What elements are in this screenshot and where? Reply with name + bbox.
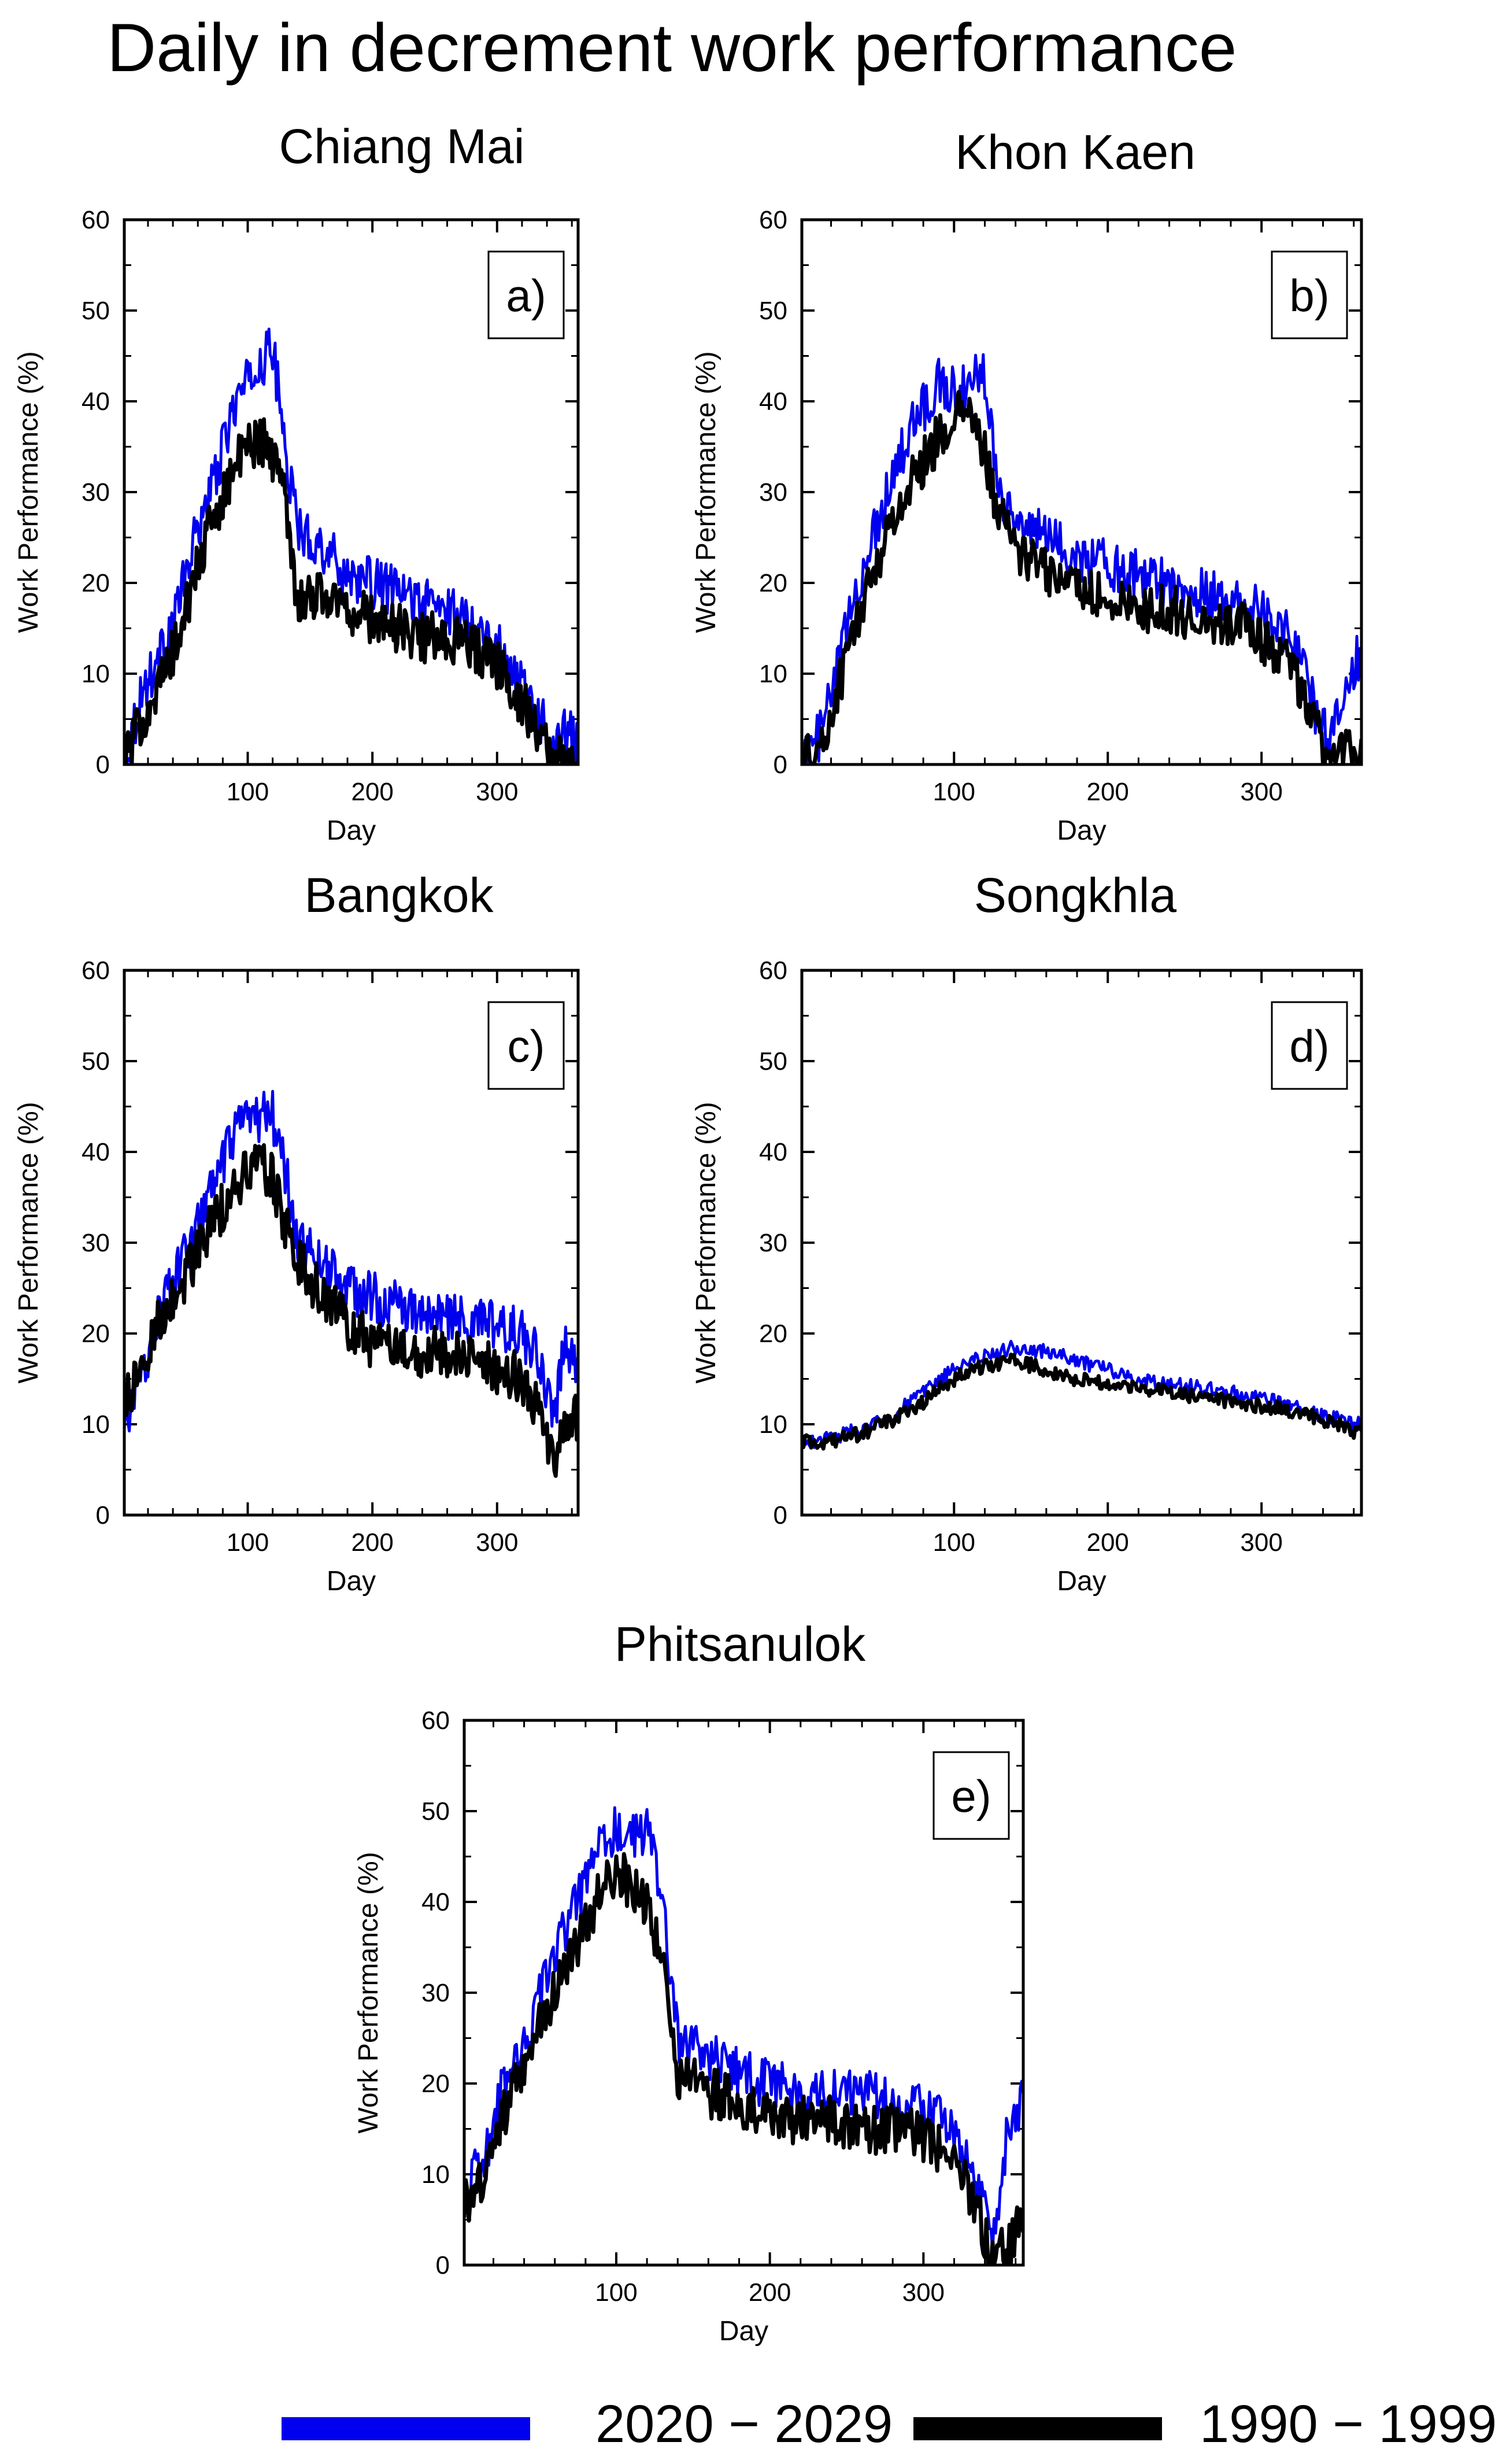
y-tick-label: 60 (82, 206, 110, 234)
x-tick-label: 200 (749, 2278, 791, 2307)
chart-panel-e: 0 10 20 30 40 50 60 100 200 300 Day Work Performanc… (353, 1706, 1025, 2347)
panel-title-phitsanulok: Phitsanulok (614, 1617, 866, 1671)
x-axis-label: Day (327, 815, 376, 846)
y-tick-label: 60 (759, 206, 787, 234)
series-line-2020-2029 (802, 353, 1361, 764)
y-tick-label: 10 (82, 660, 110, 688)
y-axis-label: Work Performance (%) (691, 351, 721, 633)
series-line-1990-1999 (802, 390, 1361, 764)
x-tick-label: 100 (933, 778, 975, 806)
chart-panel-a: 0 10 20 30 40 50 60 100 200 300 Day Work Performanc… (13, 206, 580, 846)
legend-label-2020-2029: 2020 − 2029 (595, 2395, 893, 2454)
series-line-1990-1999 (124, 417, 578, 764)
x-axis-label: Day (1057, 1566, 1106, 1597)
y-tick-label: 40 (82, 387, 110, 416)
x-tick-label: 300 (902, 2278, 945, 2307)
y-tick-label: 30 (82, 1229, 110, 1257)
y-tick-label: 0 (436, 2251, 450, 2280)
x-axis-label: Day (719, 2316, 768, 2347)
legend-label-1990-1999: 1990 − 1999 (1200, 2395, 1495, 2454)
legend-swatch-2020-2029 (282, 2417, 530, 2440)
y-tick-label: 30 (421, 1979, 450, 2007)
y-tick-label: 50 (82, 1047, 110, 1076)
x-tick-label: 100 (933, 1528, 975, 1557)
x-tick-label: 300 (476, 1528, 518, 1557)
series-line-1990-1999 (464, 1852, 1023, 2265)
y-tick-label: 10 (421, 2160, 450, 2189)
x-tick-label: 200 (1086, 778, 1128, 806)
x-tick-label: 200 (351, 778, 393, 806)
x-tick-label: 300 (1240, 1528, 1282, 1557)
plot-frame (800, 218, 1363, 766)
y-axis-label: Work Performance (%) (691, 1102, 721, 1383)
panel-label-box (487, 1001, 565, 1090)
y-tick-label: 0 (96, 751, 110, 779)
y-tick-label: 30 (759, 1229, 787, 1257)
y-tick-label: 0 (774, 1501, 787, 1530)
y-tick-label: 60 (421, 1706, 450, 1735)
chart-panel-b: 0 10 20 30 40 50 60 100 200 300 Day Work Performanc… (691, 206, 1363, 846)
y-tick-label: 60 (759, 956, 787, 985)
plot-frame (462, 1719, 1025, 2267)
y-tick-label: 20 (82, 569, 110, 597)
y-tick-label: 50 (421, 1797, 450, 1826)
x-axis-label: Day (327, 1566, 376, 1597)
y-tick-label: 40 (759, 387, 787, 416)
legend-swatch-1990-1999 (913, 2417, 1162, 2440)
y-tick-label: 20 (82, 1320, 110, 1348)
y-tick-label: 0 (774, 751, 787, 779)
panel-title-khon-kaen: Khon Kaen (955, 125, 1196, 179)
y-tick-label: 20 (759, 569, 787, 597)
y-tick-label: 10 (82, 1410, 110, 1439)
x-tick-label: 200 (1086, 1528, 1128, 1557)
y-tick-label: 50 (759, 297, 787, 325)
plot-frame (123, 218, 580, 766)
x-tick-label: 200 (351, 1528, 393, 1557)
panel-label: b) (1289, 270, 1329, 321)
panel-label: e) (951, 1771, 991, 1822)
y-tick-label: 40 (759, 1138, 787, 1166)
y-tick-label: 0 (96, 1501, 110, 1530)
series-line-1990-1999 (802, 1353, 1361, 1451)
y-tick-label: 50 (759, 1047, 787, 1076)
plot-frame (800, 969, 1363, 1517)
y-axis-label: Work Performance (%) (13, 1102, 44, 1383)
y-axis-label: Work Performance (%) (13, 351, 44, 633)
figure-title: Daily in decrement work performance (107, 10, 1237, 86)
y-tick-label: 10 (759, 660, 787, 688)
panel-label: c) (508, 1021, 545, 1072)
y-axis-label: Work Performance (%) (353, 1852, 384, 2133)
x-tick-label: 100 (595, 2278, 637, 2307)
y-tick-label: 30 (759, 478, 787, 507)
y-tick-label: 50 (82, 297, 110, 325)
y-tick-label: 20 (759, 1320, 787, 1348)
chart-panel-c: 0 10 20 30 40 50 60 100 200 300 Day Work Performanc… (13, 956, 580, 1597)
panel-title-bangkok: Bangkok (304, 868, 494, 922)
panel-label-box (1271, 250, 1348, 339)
y-tick-label: 40 (421, 1888, 450, 1916)
x-tick-label: 100 (227, 778, 269, 806)
y-tick-label: 40 (82, 1138, 110, 1166)
series-line-2020-2029 (464, 1806, 1023, 2254)
panel-label: a) (506, 270, 546, 321)
panel-title-chiang-mai: Chiang Mai (279, 119, 525, 173)
panel-label-box (932, 1751, 1010, 1840)
x-tick-label: 300 (1240, 778, 1282, 806)
x-tick-label: 300 (476, 778, 518, 806)
plot-frame (123, 969, 580, 1517)
series-line-2020-2029 (802, 1340, 1361, 1449)
panel-title-songkhla: Songkhla (974, 868, 1177, 922)
y-tick-label: 20 (421, 2070, 450, 2098)
y-tick-label: 10 (759, 1410, 787, 1439)
panel-label: d) (1289, 1021, 1329, 1072)
x-tick-label: 100 (227, 1528, 269, 1557)
panel-label-box (487, 250, 565, 339)
y-tick-label: 30 (82, 478, 110, 507)
y-tick-label: 60 (82, 956, 110, 985)
series-line-1990-1999 (124, 1143, 578, 1478)
panel-label-box (1271, 1001, 1348, 1090)
x-axis-label: Day (1057, 815, 1106, 846)
chart-panel-d: 0 10 20 30 40 50 60 100 200 300 Day Work Performanc… (691, 956, 1363, 1597)
